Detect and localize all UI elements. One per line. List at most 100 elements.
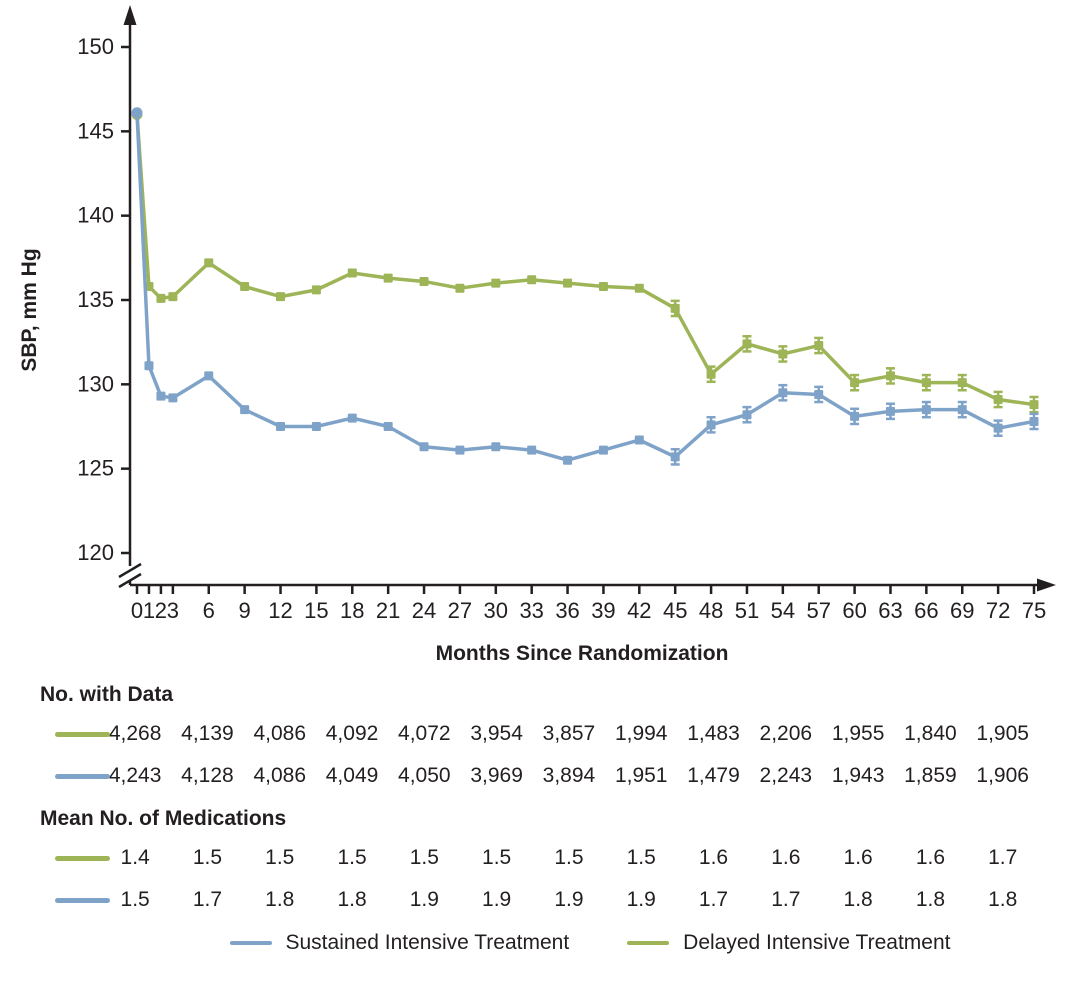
sustained-marker: [850, 411, 860, 421]
value-cell: 1.7: [988, 846, 1018, 869]
sustained-marker: [598, 445, 608, 455]
value-cell: 4,139: [181, 722, 234, 745]
sustained-marker: [455, 445, 465, 455]
axis-break-gap: [128, 566, 132, 580]
no-with-data-delayed-values: 4,268 4,139 4,086 4,092 4,072 3,954 3,857 1,994…: [40, 713, 1039, 755]
delayed-marker: [491, 278, 501, 288]
value-cell: 3,969: [470, 764, 523, 787]
x-tick-label: 24: [412, 598, 436, 623]
delayed-marker: [921, 378, 931, 388]
value-cell: 4,086: [253, 764, 307, 787]
no-with-data-sustained-row: 4,243 4,128 4,086 4,049 4,050 3,969 3,894 1,951…: [40, 755, 1080, 797]
delayed-marker: [347, 268, 357, 278]
value-cell: 1.6: [698, 846, 729, 869]
value-cell: 1.5: [265, 846, 295, 869]
x-tick-label: 39: [591, 598, 615, 623]
value-cell: 2,243: [759, 764, 813, 787]
delayed-marker: [1029, 400, 1039, 410]
sustained-series-swatch: [55, 773, 110, 779]
delayed-marker: [204, 258, 214, 268]
x-tick-label: 51: [735, 598, 759, 623]
value-cell: 1.5: [120, 888, 150, 911]
value-cell: 1.5: [626, 846, 656, 869]
chart-legend: Sustained Intensive Treatment Delayed In…: [100, 931, 1080, 955]
x-tick-label: 54: [771, 598, 795, 623]
sustained-marker: [144, 361, 154, 371]
sustained-legend-swatch: [229, 940, 272, 946]
sustained-marker: [814, 389, 824, 399]
sustained-marker: [670, 452, 680, 462]
mean-medications-sustained-row: 1.5 1.7 1.8 1.8 1.9 1.9 1.9 1.9 1.7 1.7 1.8 1.8 1.8: [40, 879, 1080, 921]
value-cell: 1.4: [120, 846, 150, 869]
sustained-marker: [993, 423, 1003, 433]
no-with-data-sustained-values: 4,243 4,128 4,086 4,049 4,050 3,969 3,894 1,951…: [40, 755, 1039, 797]
mean-medications-sustained-values: 1.5 1.7 1.8 1.8 1.9 1.9 1.9 1.9 1.7 1.7 1.8 1.8 1.8: [40, 879, 1039, 921]
sustained-marker: [419, 442, 429, 452]
x-tick-label: 2: [155, 598, 167, 623]
delayed-legend-swatch: [627, 940, 670, 946]
delayed-marker: [383, 273, 393, 283]
x-tick-label: 21: [376, 598, 400, 623]
mean-medications-delayed-values: 1.4 1.5 1.5 1.5 1.5 1.5 1.5 1.5 1.6 1.6 1.6 1.6 1.7: [40, 837, 1039, 879]
x-tick-label: 18: [340, 598, 364, 623]
delayed-marker: [527, 275, 537, 285]
delayed-marker: [276, 292, 286, 302]
axis-break-slash: [118, 572, 142, 589]
delayed-marker: [670, 303, 680, 313]
value-cell: 1.5: [409, 846, 439, 869]
x-tick-label: 42: [627, 598, 651, 623]
x-tick-label: 30: [484, 598, 508, 623]
y-tick-label: 150: [77, 34, 114, 59]
value-cell: 1.9: [554, 888, 584, 911]
x-tick-label: 6: [203, 598, 215, 623]
delayed-marker: [598, 282, 608, 292]
value-cell: 1.8: [843, 888, 873, 911]
value-cell: 2,206: [759, 722, 813, 745]
sustained-series-swatch: [55, 897, 110, 903]
sustained-marker: [168, 393, 178, 403]
y-tick-label: 125: [77, 456, 114, 481]
sustained-marker: [1029, 416, 1039, 426]
value-cell: 1,955: [831, 722, 885, 745]
x-tick-label: 3: [167, 598, 179, 623]
y-tick-label: 145: [77, 118, 114, 143]
value-cell: 4,050: [398, 764, 451, 787]
x-tick-label: 27: [448, 598, 472, 623]
y-axis-title: SBP, mm Hg: [18, 248, 41, 371]
legend-item-sustained: Sustained Intensive Treatment: [229, 931, 569, 955]
sustained-baseline-marker: [131, 107, 143, 119]
x-tick-label: 60: [842, 598, 866, 623]
sustained-marker: [706, 420, 716, 430]
value-cell: 4,128: [181, 764, 234, 787]
value-cell: 1.8: [265, 888, 295, 911]
delayed-marker: [814, 341, 824, 351]
x-tick-label: 66: [914, 598, 938, 623]
delayed-marker: [957, 378, 967, 388]
x-tick-label: 36: [555, 598, 579, 623]
x-axis-arrow: [1037, 578, 1056, 592]
value-cell: 1.8: [337, 888, 367, 911]
value-cell: 1.5: [554, 846, 584, 869]
delayed-marker: [634, 283, 644, 293]
delayed-marker: [706, 369, 716, 379]
delayed-series-swatch: [55, 855, 110, 861]
delayed-series-swatch: [55, 731, 110, 737]
delayed-series-line: [135, 112, 1036, 407]
value-cell: 4,072: [398, 722, 451, 745]
data-tables: No. with Data 4,268 4,139 4,086 4,092 4,072 3…: [0, 683, 1080, 921]
value-cell: 1.7: [698, 888, 729, 911]
sustained-marker: [563, 455, 573, 465]
y-tick-label: 120: [77, 540, 114, 565]
sustained-marker: [491, 442, 501, 452]
legend-item-delayed: Delayed Intensive Treatment: [627, 931, 950, 955]
value-cell: 3,857: [542, 722, 596, 745]
sustained-marker: [347, 413, 357, 423]
value-cell: 1.8: [988, 888, 1018, 911]
axis-break-slash: [118, 562, 142, 579]
x-tick-label: 45: [663, 598, 687, 623]
value-cell: 1,943: [831, 764, 885, 787]
sustained-marker: [240, 405, 250, 415]
delayed-marker: [419, 276, 429, 286]
